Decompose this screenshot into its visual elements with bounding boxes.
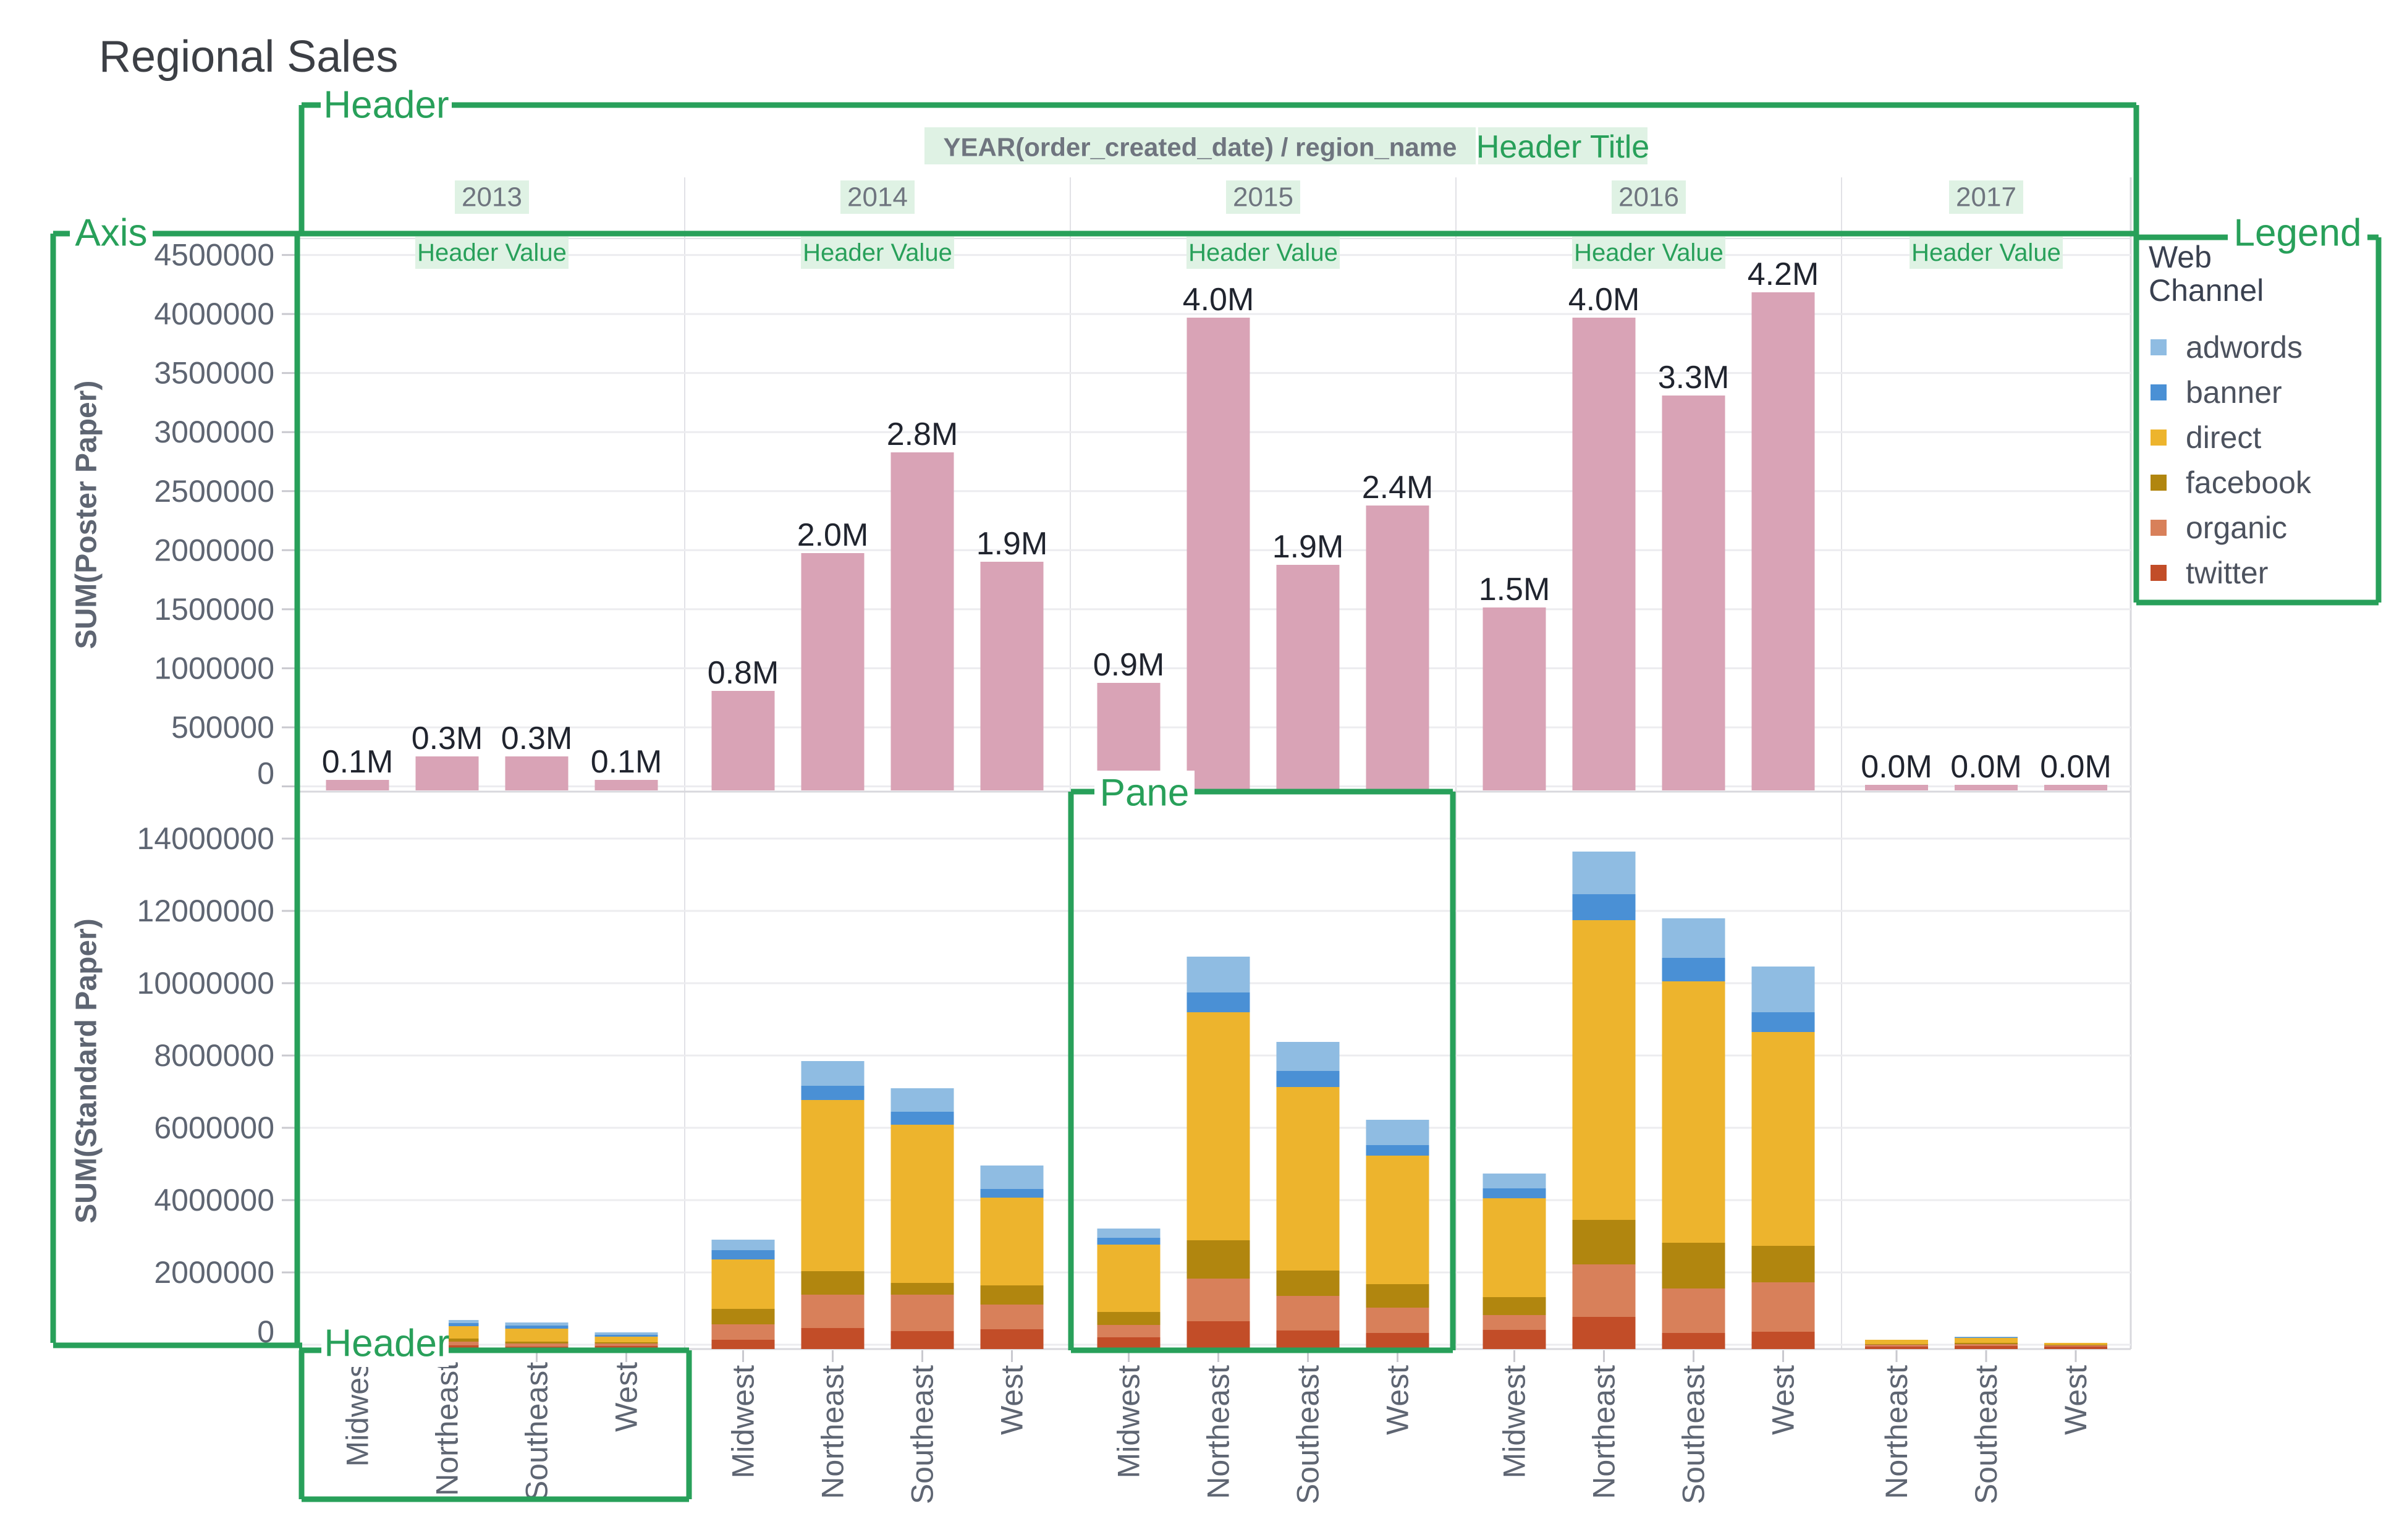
svg-text:West: West (1766, 1365, 1801, 1435)
svg-text:2.0M: 2.0M (797, 517, 869, 553)
svg-text:Header Value: Header Value (1911, 239, 2061, 266)
svg-text:0.0M: 0.0M (1861, 749, 1932, 785)
svg-text:10000000: 10000000 (137, 966, 274, 1001)
svg-text:adwords: adwords (2186, 330, 2303, 365)
svg-text:2.8M: 2.8M (887, 417, 958, 452)
svg-text:Header Value: Header Value (1188, 239, 1338, 266)
svg-text:Header Value: Header Value (417, 239, 567, 266)
svg-text:0: 0 (257, 756, 274, 791)
svg-text:4500000: 4500000 (154, 238, 274, 273)
svg-text:Northeast: Northeast (1879, 1365, 1914, 1499)
svg-text:Header Title: Header Title (1476, 129, 1649, 165)
svg-text:2014: 2014 (847, 182, 908, 213)
svg-text:Midwest: Midwest (1112, 1365, 1146, 1478)
svg-text:3500000: 3500000 (154, 356, 274, 391)
svg-text:Southeast: Southeast (1677, 1365, 1711, 1504)
svg-text:2500000: 2500000 (154, 474, 274, 509)
svg-text:4.2M: 4.2M (1748, 256, 1819, 292)
svg-text:4000000: 4000000 (154, 297, 274, 331)
svg-text:500000: 500000 (171, 710, 274, 745)
svg-text:Midwest: Midwest (1497, 1365, 1532, 1478)
svg-text:1500000: 1500000 (154, 592, 274, 627)
svg-text:Midwes: Midwes (340, 1362, 375, 1466)
svg-text:1.9M: 1.9M (1272, 529, 1344, 565)
svg-text:1.5M: 1.5M (1479, 572, 1550, 607)
svg-text:Northeast: Northeast (1587, 1365, 1622, 1499)
svg-text:direct: direct (2186, 420, 2261, 455)
svg-text:banner: banner (2186, 375, 2282, 410)
svg-text:Northeast: Northeast (430, 1362, 465, 1496)
svg-text:2015: 2015 (1233, 182, 1293, 213)
svg-text:Legend: Legend (2234, 212, 2362, 255)
svg-text:organic: organic (2186, 510, 2287, 545)
svg-text:Northeast: Northeast (816, 1365, 850, 1499)
svg-text:2013: 2013 (462, 182, 522, 213)
svg-text:1.9M: 1.9M (976, 526, 1048, 562)
svg-text:2000000: 2000000 (154, 533, 274, 567)
svg-text:Southeast: Southeast (520, 1362, 554, 1501)
svg-text:Midwest: Midwest (726, 1365, 761, 1478)
svg-text:12000000: 12000000 (137, 894, 274, 928)
svg-text:West: West (995, 1365, 1030, 1435)
svg-text:Pane: Pane (1100, 772, 1190, 814)
svg-text:0.3M: 0.3M (501, 721, 573, 756)
svg-text:Southeast: Southeast (905, 1365, 940, 1504)
svg-text:2000000: 2000000 (154, 1255, 274, 1290)
svg-text:Header: Header (324, 1322, 449, 1365)
svg-text:Regional Sales: Regional Sales (99, 32, 398, 82)
svg-text:Header Value: Header Value (803, 239, 952, 266)
svg-text:Northeast: Northeast (1201, 1365, 1236, 1499)
svg-text:8000000: 8000000 (154, 1038, 274, 1073)
svg-text:4.0M: 4.0M (1568, 282, 1640, 318)
svg-text:0.1M: 0.1M (591, 744, 662, 780)
svg-text:0.0M: 0.0M (1950, 749, 2022, 785)
svg-text:West: West (2058, 1365, 2093, 1435)
svg-text:Southeast: Southeast (1969, 1365, 2003, 1504)
svg-text:4000000: 4000000 (154, 1183, 274, 1217)
svg-text:0.8M: 0.8M (708, 655, 779, 691)
svg-text:Channel: Channel (2149, 273, 2264, 308)
svg-text:4.0M: 4.0M (1183, 282, 1254, 318)
svg-text:SUM(Poster Paper): SUM(Poster Paper) (70, 381, 103, 649)
svg-text:0.3M: 0.3M (412, 721, 483, 756)
svg-text:0.0M: 0.0M (2040, 749, 2112, 785)
svg-text:3000000: 3000000 (154, 415, 274, 449)
svg-text:6000000: 6000000 (154, 1111, 274, 1145)
svg-text:0.1M: 0.1M (322, 744, 394, 780)
svg-text:3.3M: 3.3M (1658, 360, 1730, 396)
svg-text:twitter: twitter (2186, 556, 2268, 590)
svg-text:0.9M: 0.9M (1093, 647, 1165, 683)
svg-text:1000000: 1000000 (154, 651, 274, 685)
svg-text:2017: 2017 (1956, 182, 2016, 213)
svg-text:2.4M: 2.4M (1362, 470, 1434, 506)
svg-text:SUM(Standard Paper): SUM(Standard Paper) (70, 918, 103, 1223)
svg-text:YEAR(order_created_date) / reg: YEAR(order_created_date) / region_name (944, 133, 1457, 162)
svg-text:West: West (609, 1362, 644, 1432)
svg-text:Axis: Axis (75, 212, 147, 255)
svg-text:Header Value: Header Value (1574, 239, 1724, 266)
svg-text:Header: Header (323, 84, 449, 127)
svg-text:facebook: facebook (2186, 465, 2312, 500)
svg-text:West: West (1381, 1365, 1415, 1435)
svg-text:14000000: 14000000 (137, 821, 274, 856)
svg-text:2016: 2016 (1618, 182, 1679, 213)
svg-text:Web: Web (2149, 240, 2212, 274)
svg-text:Southeast: Southeast (1291, 1365, 1326, 1504)
